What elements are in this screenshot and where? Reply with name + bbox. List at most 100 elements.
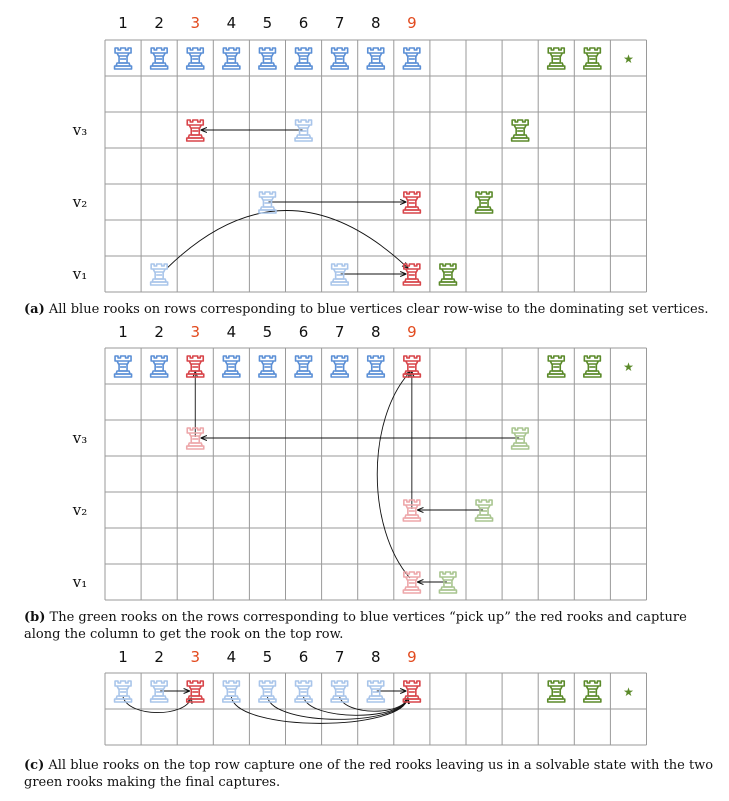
rook-icon-green [546,47,566,70]
column-label-a-8: 8 [371,14,381,32]
panel-b: 1 2 3 4 5 6 7 8 9 v₃ v₂ v₁ ★ [72,323,647,601]
column-label-c-2: 2 [154,648,164,666]
column-label-a-2: 2 [154,14,164,32]
column-label-a-3: 3 [190,14,200,32]
rook-icon-red [402,355,422,378]
column-label-a-9: 9 [407,14,417,32]
move-arrow-a-3 [166,210,408,268]
rook-icon-green_light [510,427,530,450]
row-label-b-v3: v₃ [72,429,88,447]
rook-icon-green [583,47,602,70]
column-label-b-9: 9 [407,323,417,341]
column-label-b-8: 8 [371,323,381,341]
rook-icon-blue [222,355,241,378]
rook-icon-blue_light [258,680,277,703]
move-arrow-c-3 [230,697,408,724]
panel-a: 1 2 3 4 5 6 7 8 9 v₃ v₂ v₁ ★ [72,14,647,293]
rook-icon-blue [149,355,169,378]
column-label-b-7: 7 [335,323,345,341]
rook-icon-blue [149,47,169,70]
rook-icon-green_light [474,499,494,522]
board-grid-a [104,39,647,293]
rook-icon-blue [366,47,386,70]
column-label-c-7: 7 [335,648,345,666]
rook-icon-red [185,119,205,142]
rook-icon-blue [222,47,241,70]
rook-icon-blue_light [149,680,169,703]
rook-icon-red_light [402,571,422,594]
row-label-a-v2: v₂ [72,193,88,211]
column-label-b-5: 5 [263,323,273,341]
rook-icon-blue_light [294,119,313,142]
rook-icon-blue [258,355,277,378]
rook-icon-blue_light [330,680,349,703]
caption-c: (c) All blue rooks on the top row captur… [24,757,714,791]
rook-icon-green [583,355,602,378]
caption-c-tag: (c) [24,758,45,773]
caption-a-text: All blue rooks on rows corresponding to … [48,302,709,317]
rook-icon-red_light [402,499,422,522]
rook-icon-green [510,119,530,142]
rook-icon-green [546,355,566,378]
rook-icon-blue_light [366,680,386,703]
star-icon: ★ [623,685,634,699]
rook-icon-blue [402,47,422,70]
panel-c: 1 2 3 4 5 6 7 8 9 ★ [104,648,647,746]
rook-icon-blue [113,47,133,70]
row-label-b-v2: v₂ [72,501,88,519]
column-label-b-1: 1 [118,323,128,341]
caption-b-tag: (b) [24,610,46,625]
column-label-a-7: 7 [335,14,345,32]
row-label-a-v1: v₁ [72,265,88,283]
rook-icon-blue_light [294,680,313,703]
rook-icon-red [185,680,205,703]
row-label-b-v1: v₁ [72,573,88,591]
column-label-b-2: 2 [154,323,164,341]
column-label-a-6: 6 [299,14,309,32]
column-label-b-6: 6 [299,323,309,341]
caption-b: (b) The green rooks on the rows correspo… [24,609,714,643]
column-label-c-8: 8 [371,648,381,666]
rook-icon-blue_light [330,263,349,286]
column-label-a-1: 1 [118,14,128,32]
caption-c-text: All blue rooks on the top row capture on… [24,758,714,790]
move-arrow-c-4 [267,697,407,720]
row-label-a-v3: v₃ [72,121,88,139]
rook-icon-green [438,263,458,286]
column-label-c-1: 1 [118,648,128,666]
column-label-c-6: 6 [299,648,309,666]
rook-icon-red [185,355,205,378]
caption-a-tag: (a) [24,302,45,317]
star-icon: ★ [623,52,634,66]
rook-icon-blue [294,355,313,378]
column-label-a-5: 5 [263,14,273,32]
rook-icon-blue [294,47,313,70]
rook-icon-green [546,680,566,703]
rook-icon-red_light [185,427,205,450]
rook-icon-blue [330,47,349,70]
column-label-c-3: 3 [190,648,200,666]
rook-icon-green [583,680,602,703]
rook-icon-blue [366,355,386,378]
board-grid-c [104,672,647,746]
rook-icon-green [474,191,494,214]
rook-icon-blue_light [258,191,277,214]
rook-icon-blue [330,355,349,378]
caption-b-text: The green rooks on the rows correspondin… [24,610,687,642]
rook-icon-red [402,191,422,214]
move-arrow-b-5 [376,372,410,579]
caption-a: (a) All blue rooks on rows corresponding… [24,301,714,318]
column-label-b-4: 4 [227,323,237,341]
column-label-a-4: 4 [227,14,237,32]
rook-icon-blue_light [222,680,241,703]
rook-icon-red [402,680,422,703]
rook-icon-green_light [438,571,458,594]
column-label-c-9: 9 [407,648,417,666]
rook-icon-blue [258,47,277,70]
column-label-c-5: 5 [263,648,273,666]
star-icon: ★ [623,360,634,374]
board-grid-b [104,347,647,601]
rook-icon-blue_light [149,263,169,286]
rook-icon-blue [185,47,205,70]
